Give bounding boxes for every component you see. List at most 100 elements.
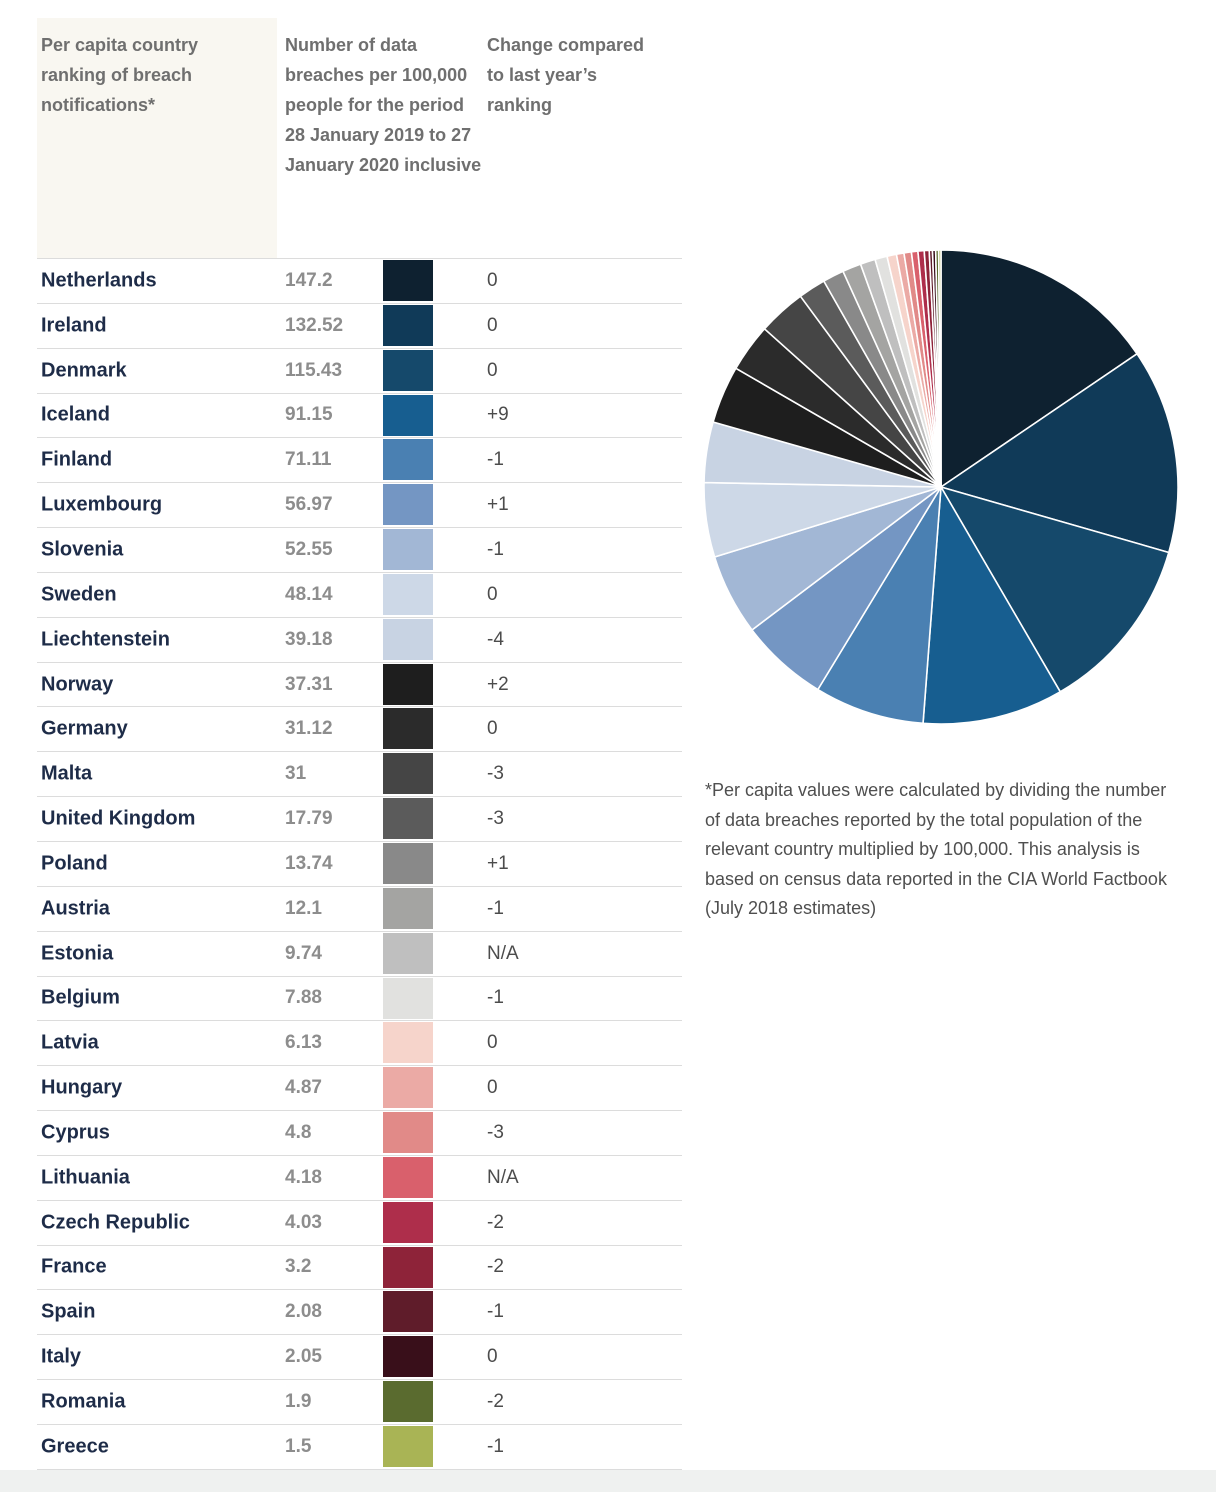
table-header-row: Per capita country ranking of breach not… [37, 0, 682, 259]
table-row: Cyprus 4.8 -3 [37, 1111, 682, 1156]
rank-change: 0 [487, 718, 498, 740]
header-country-ranking: Per capita country ranking of breach not… [37, 18, 277, 258]
color-swatch [383, 1112, 433, 1154]
breach-rate-value: 52.55 [285, 538, 333, 560]
breach-rate-value: 31.12 [285, 718, 333, 740]
table-row: Spain 2.08 -1 [37, 1290, 682, 1336]
color-swatch [383, 1246, 433, 1288]
country-name: Finland [41, 448, 113, 471]
table-row: Belgium 7.88 -1 [37, 977, 682, 1022]
table-row: Greece 1.5 -1 [37, 1425, 682, 1470]
rank-change: N/A [487, 1166, 519, 1188]
rank-change: +1 [487, 852, 509, 874]
country-name: Norway [41, 673, 114, 696]
color-swatch [383, 260, 433, 301]
color-swatch [383, 1425, 433, 1467]
table-row: Poland 13.74 +1 [37, 842, 682, 887]
table-row: Netherlands 147.2 0 [37, 259, 682, 304]
table-row: Denmark 115.43 0 [37, 349, 682, 394]
country-name: Italy [41, 1345, 82, 1368]
table-row: Hungary 4.87 0 [37, 1066, 682, 1112]
table-row: Romania 1.9 -2 [37, 1380, 682, 1425]
rank-change: -2 [487, 1211, 504, 1233]
breach-rate-value: 17.79 [285, 808, 333, 830]
breach-rate-value: 91.15 [285, 404, 333, 426]
pie-slice-iceland [922, 486, 1062, 725]
color-swatch [383, 887, 433, 929]
table-row: Malta 31 -3 [37, 752, 682, 798]
rank-change: -3 [487, 1121, 504, 1143]
rank-change: -1 [487, 987, 504, 1009]
rank-change: +2 [487, 673, 509, 695]
color-swatch [383, 663, 433, 705]
color-swatch [383, 1067, 433, 1109]
country-name: France [41, 1255, 107, 1278]
breach-rate-value: 3.2 [285, 1256, 312, 1278]
table-row: Liechtenstein 39.18 -4 [37, 618, 682, 663]
table-body: Netherlands 147.2 0 Ireland 132.52 0 Denmark 11… [37, 259, 682, 1470]
footnote: *Per capita values were calculated by di… [705, 780, 1167, 918]
color-swatch [383, 1201, 433, 1243]
color-swatch [383, 349, 433, 391]
rank-change: -3 [487, 808, 504, 830]
breach-rate-value: 71.11 [285, 449, 332, 471]
country-name: Netherlands [41, 269, 157, 292]
country-name: Greece [41, 1435, 109, 1458]
country-name: Poland [41, 852, 108, 875]
rank-change: -1 [487, 897, 504, 919]
country-name: Belgium [41, 986, 120, 1009]
pie-slice-netherlands [940, 249, 1138, 488]
color-swatch [383, 304, 433, 346]
country-name: Sweden [41, 583, 117, 606]
breach-rate-value: 13.74 [285, 852, 333, 874]
rank-change: -1 [487, 1301, 504, 1323]
color-swatch [383, 484, 433, 526]
table-row: United Kingdom 17.79 -3 [37, 797, 682, 842]
rank-change: 0 [487, 359, 498, 381]
country-name: Austria [41, 897, 110, 920]
rank-change: -1 [487, 1435, 504, 1457]
table-row: Italy 2.05 0 [37, 1335, 682, 1381]
color-swatch [383, 932, 433, 974]
table-row: Austria 12.1 -1 [37, 887, 682, 932]
breach-rate-value: 147.2 [285, 269, 333, 291]
country-name: Spain [41, 1300, 96, 1323]
country-name: Hungary [41, 1076, 123, 1099]
color-swatch [383, 1336, 433, 1378]
breach-rate-value: 1.5 [285, 1435, 312, 1457]
rank-change: +9 [487, 404, 509, 426]
table-row: France 3.2 -2 [37, 1246, 682, 1291]
pie-chart [703, 249, 1179, 725]
color-swatch [383, 708, 433, 750]
color-swatch [383, 798, 433, 840]
country-name: Luxembourg [41, 493, 163, 516]
table-row: Ireland 132.52 0 [37, 304, 682, 349]
page-bottom-strip [0, 1470, 1216, 1492]
rank-change: 0 [487, 1077, 498, 1099]
rank-change: 0 [487, 583, 498, 605]
rank-change: +1 [487, 494, 509, 516]
breach-rate-value: 39.18 [285, 628, 333, 650]
breach-rate-value: 115.43 [285, 359, 343, 381]
color-swatch [383, 842, 433, 884]
table-row: Luxembourg 56.97 +1 [37, 483, 682, 529]
breach-rate-value: 4.03 [285, 1211, 322, 1233]
country-name: Ireland [41, 314, 107, 337]
rank-change: -2 [487, 1391, 504, 1413]
rank-change: 0 [487, 269, 498, 291]
breach-rate-value: 7.88 [285, 987, 322, 1009]
breach-rate-value: 12.1 [285, 897, 322, 919]
country-name: Lithuania [41, 1166, 130, 1189]
country-name: Liechtenstein [41, 628, 170, 651]
rank-change: -1 [487, 538, 504, 560]
table-row: Iceland 91.15 +9 [37, 394, 682, 439]
country-name: Latvia [41, 1031, 99, 1054]
table-row: Norway 37.31 +2 [37, 663, 682, 708]
pie-slice-greece [937, 249, 942, 488]
rank-change: -3 [487, 763, 504, 785]
color-swatch [383, 1381, 433, 1423]
color-swatch [383, 977, 433, 1019]
color-swatch [383, 618, 433, 660]
color-swatch [383, 529, 433, 571]
